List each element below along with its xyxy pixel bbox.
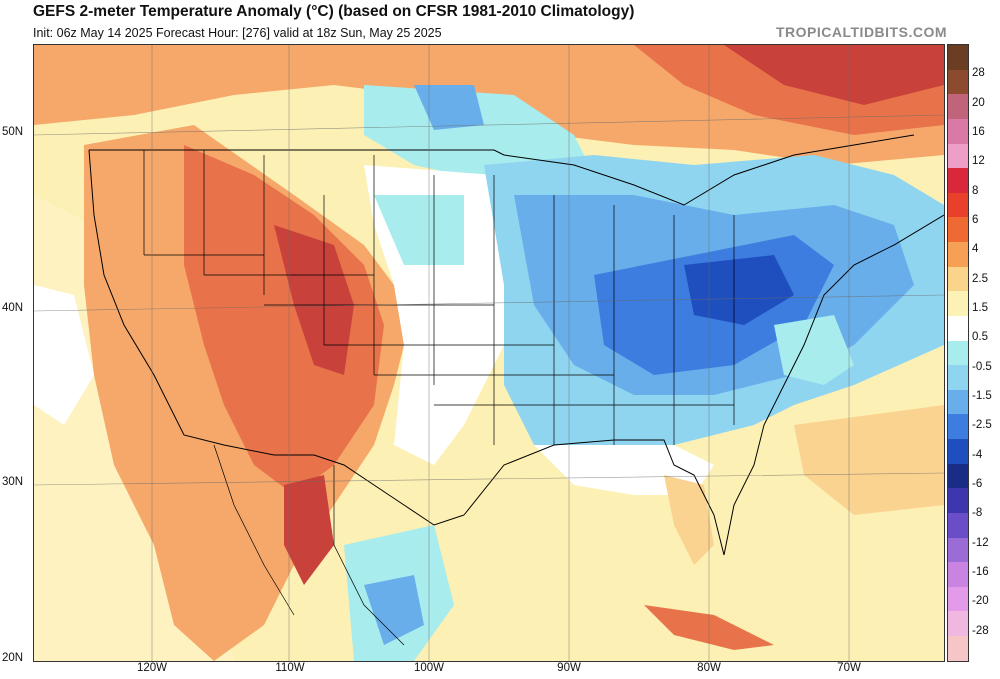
colorbar-tick-label: 2.5 [972,272,988,285]
colorbar-tick-label: -20 [972,595,989,608]
colorbar-tick-label: 16 [972,126,985,138]
colorbar-tick-label: -2.5 [972,419,992,432]
colorbar-tick-label: -12 [972,536,989,549]
colorbar-tick-label: -6 [972,478,983,490]
lon-label-120w: 120W [136,662,168,674]
longitude-lines [151,45,850,661]
colorbar-tick-label: 6 [972,214,979,226]
dakotas-cool-patch [374,195,464,265]
colorbar-tick-label: 1.5 [972,302,988,314]
colorbar-segment [948,389,968,415]
lon-label-90w: 90W [557,662,581,674]
colorbar-tick-label: -0.5 [972,360,992,373]
colorbar-segment [948,562,968,587]
colorbar-tick-label: 0.5 [972,331,988,344]
colorbar-tick-label: -4 [972,448,983,461]
colorbar-segment [948,192,968,218]
lon-label-110w: 110W [275,662,305,674]
colorbar-segment [948,365,968,390]
colorbar-tick-label: 12 [972,155,985,168]
pacific-neutral-patch [34,285,94,425]
colorbar-tick-label: -16 [972,566,989,578]
us-canada-border [89,134,915,206]
atlantic-coast [723,214,944,556]
mexico-strong-warm-region [284,475,334,585]
colorbar-segment [948,69,968,95]
hudson-cool-patch [414,85,484,130]
colorbar-segment [948,266,968,292]
anomaly-map-svg [34,45,944,661]
colorbar-segment [948,217,968,242]
colorbar-segment [948,45,968,70]
lat-label-20n: 20N [2,652,24,664]
rockies-warm-region [184,145,384,495]
colorbar-labels: 28 20 16 12 8 6 4 2.5 1.5 0.5 -0.5 -1.5 -2.5 -4 -6 -8 -1… [970,44,1000,660]
colorbar-tick-label: -8 [972,507,983,520]
colorbar-segment [948,611,968,636]
colorbar-tick-label: 20 [972,96,985,109]
southern-mexico-mild-cool-patch [364,575,424,645]
anomaly-map [33,44,945,662]
florida-warm-region [664,475,714,565]
colorbar-segment [948,512,968,538]
colorbar-tick-label: 28 [972,67,985,80]
lat-label-40n: 40N [2,302,24,314]
gulf-coast [463,439,725,556]
rockies-strong-warm-region [274,225,354,375]
lon-label-70w: 70W [837,662,861,674]
quebec-strong-warm-region [724,45,944,105]
colorbar-segment [948,118,968,144]
colorbar-segment [948,537,968,563]
colorbar-segment [948,242,968,267]
political-borders [88,134,944,646]
colorbar-segment [948,94,968,119]
colorbar-segment [948,340,968,366]
atlantic-cool-patch [774,315,854,385]
colorbar-segment [948,586,968,612]
us-west-south-border [88,149,465,526]
appalachian-very-cool-region [684,255,794,325]
colorbar-tick-label: 4 [972,243,979,256]
colorbar-segment [948,291,968,316]
colorbar-segment [948,439,968,464]
brand-watermark: TROPICALTIDBITS.COM [775,24,947,40]
colorbar [947,44,969,662]
colorbar-segment [948,315,968,341]
colorbar-segment [948,488,968,513]
graticule [34,45,944,661]
lon-label-100w: 100W [413,662,445,674]
atlantic-warm-patch [794,405,944,515]
map-subtitle: Init: 06z May 14 2025 Forecast Hour: [27… [33,26,442,40]
mexico-outline [213,444,405,646]
map-title: GEFS 2-meter Temperature Anomaly (°C) (b… [33,3,635,20]
colorbar-segment [948,414,968,439]
colorbar-tick-label: -28 [972,624,989,637]
lat-label-50n: 50N [2,126,24,138]
colorbar-segment [948,463,968,489]
lat-label-30n: 30N [2,476,24,488]
lon-label-80w: 80W [697,662,721,674]
colorbar-segment [948,636,968,661]
colorbar-segment [948,143,968,169]
colorbar-segment [948,168,968,193]
colorbar-tick-label: 8 [972,184,979,197]
colorbar-tick-label: -1.5 [972,390,992,402]
latitude-lines [34,114,944,486]
